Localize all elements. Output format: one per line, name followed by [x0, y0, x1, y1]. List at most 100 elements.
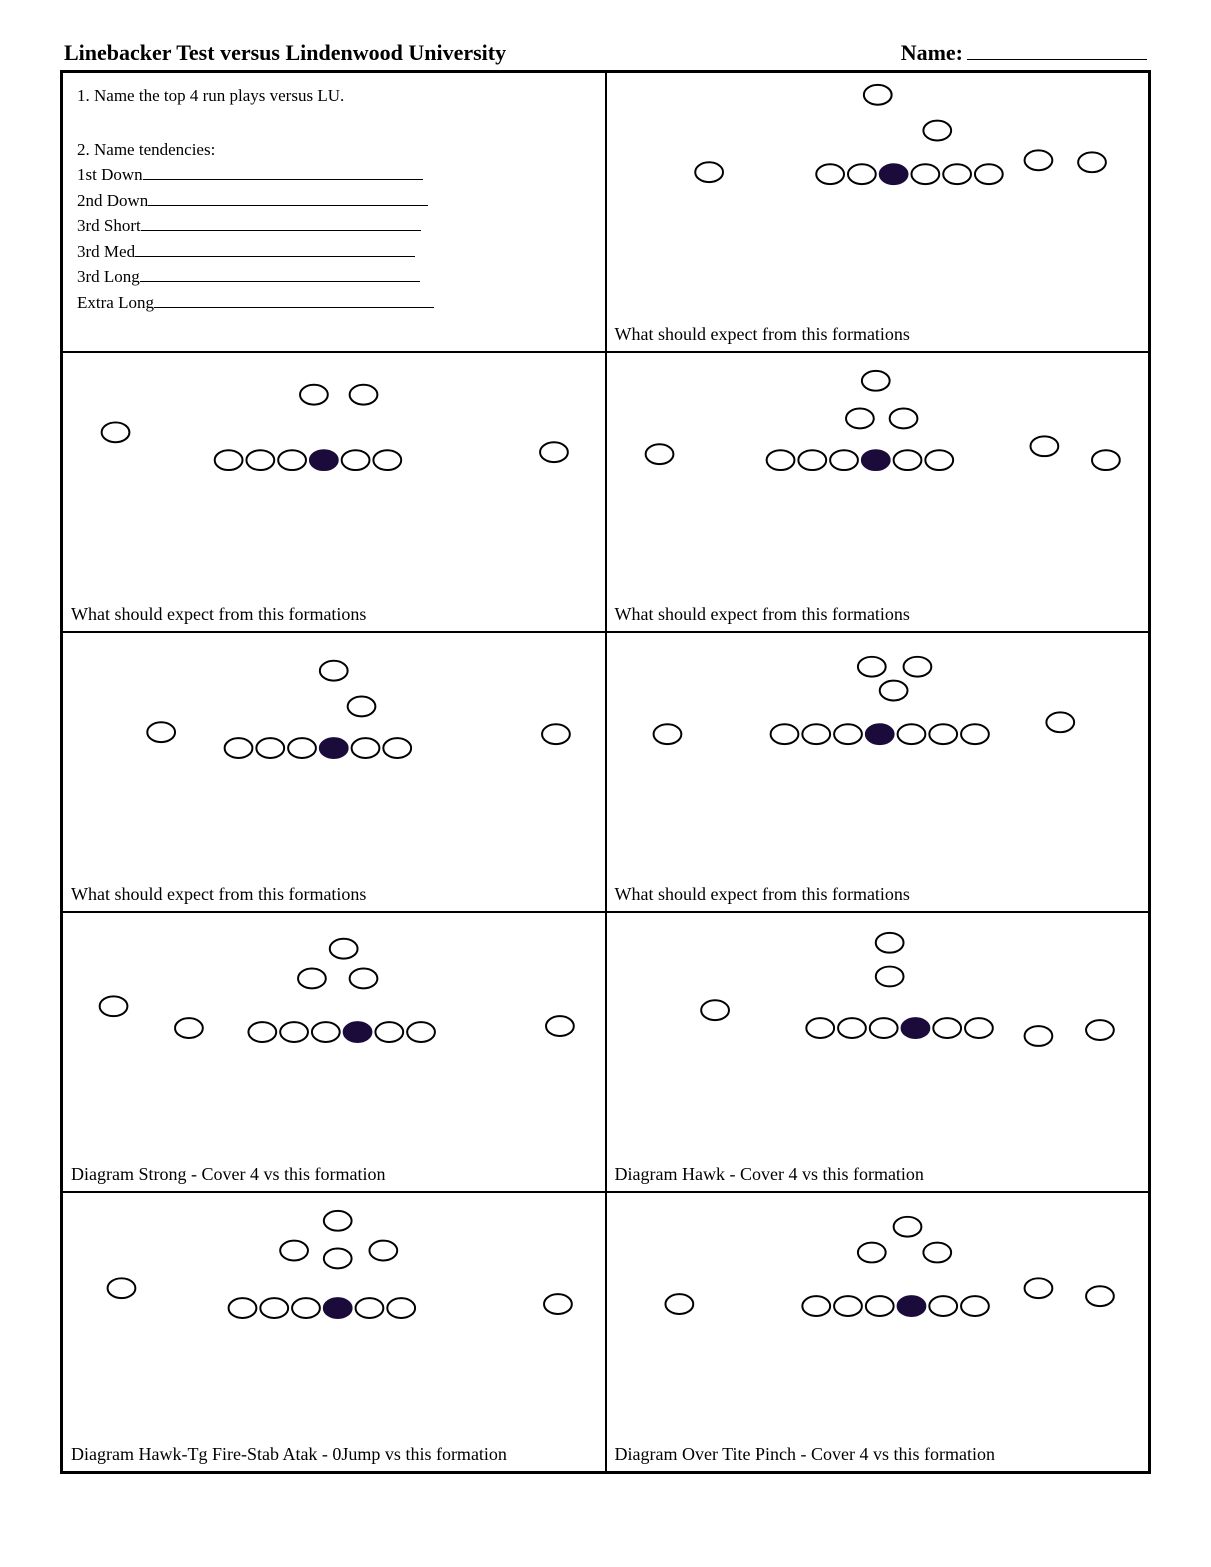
player-marker-icon: [865, 1296, 893, 1316]
player-marker-icon: [1046, 712, 1074, 732]
tendency-blank-line[interactable]: [141, 216, 421, 231]
grid-cell: 1. Name the top 4 run plays versus LU.2.…: [62, 72, 606, 352]
player-marker-icon: [847, 164, 875, 184]
formation-diagram: [63, 1193, 605, 1439]
player-marker-icon: [350, 385, 378, 405]
player-marker-icon: [342, 450, 370, 470]
center-marker-icon: [865, 724, 893, 744]
player-marker-icon: [1086, 1020, 1114, 1040]
grid-cell: What should expect from this formations: [606, 632, 1150, 912]
player-marker-icon: [373, 450, 401, 470]
formation-diagram: [63, 633, 605, 879]
tendency-label: 3rd Long: [77, 267, 140, 286]
center-marker-icon: [344, 1022, 372, 1042]
player-marker-icon: [875, 933, 903, 953]
player-marker-icon: [695, 162, 723, 182]
tendency-label: 3rd Med: [77, 242, 135, 261]
player-marker-icon: [701, 1000, 729, 1020]
player-marker-icon: [147, 722, 175, 742]
player-marker-icon: [175, 1018, 203, 1038]
name-label: Name:: [901, 40, 963, 65]
grid-cell: What should expect from this formations: [606, 352, 1150, 632]
player-marker-icon: [766, 450, 794, 470]
tendency-label: 3rd Short: [77, 216, 141, 235]
player-marker-icon: [875, 967, 903, 987]
player-marker-icon: [806, 1018, 834, 1038]
player-marker-icon: [292, 1298, 320, 1318]
player-marker-icon: [802, 724, 830, 744]
player-marker-icon: [348, 696, 376, 716]
grid-cell: What should expect from this formations: [606, 72, 1150, 352]
center-marker-icon: [901, 1018, 929, 1038]
center-marker-icon: [324, 1298, 352, 1318]
player-marker-icon: [653, 724, 681, 744]
player-marker-icon: [542, 724, 570, 744]
player-marker-icon: [300, 385, 328, 405]
player-marker-icon: [834, 1296, 862, 1316]
player-marker-icon: [798, 450, 826, 470]
player-marker-icon: [929, 1296, 957, 1316]
tendency-label: Extra Long: [77, 293, 154, 312]
player-marker-icon: [280, 1022, 308, 1042]
player-marker-icon: [260, 1298, 288, 1318]
tendency-row: 1st Down: [77, 162, 591, 188]
question-1: 1. Name the top 4 run plays versus LU.: [77, 83, 591, 109]
player-marker-icon: [102, 422, 130, 442]
center-marker-icon: [320, 738, 348, 758]
player-marker-icon: [665, 1294, 693, 1314]
tendency-blank-line[interactable]: [154, 292, 434, 307]
player-marker-icon: [846, 409, 874, 429]
name-field: Name:: [901, 40, 1147, 66]
player-marker-icon: [933, 1018, 961, 1038]
name-blank-line[interactable]: [967, 59, 1147, 60]
player-marker-icon: [893, 1217, 921, 1237]
player-marker-icon: [1024, 1026, 1052, 1046]
cell-caption: Diagram Strong - Cover 4 vs this formati…: [71, 1164, 385, 1185]
player-marker-icon: [889, 409, 917, 429]
tendency-row: 3rd Med: [77, 239, 591, 265]
player-marker-icon: [830, 450, 858, 470]
player-marker-icon: [893, 450, 921, 470]
player-marker-icon: [100, 996, 128, 1016]
grid-cell: Diagram Strong - Cover 4 vs this formati…: [62, 912, 606, 1192]
player-marker-icon: [834, 724, 862, 744]
formation-diagram: [63, 913, 605, 1159]
player-marker-icon: [925, 450, 953, 470]
player-marker-icon: [350, 969, 378, 989]
center-marker-icon: [861, 450, 889, 470]
grid-cell: Diagram Over Tite Pinch - Cover 4 vs thi…: [606, 1192, 1150, 1472]
tendency-blank-line[interactable]: [140, 267, 420, 282]
cell-caption: What should expect from this formations: [615, 604, 910, 625]
player-marker-icon: [863, 85, 891, 105]
worksheet-grid: 1. Name the top 4 run plays versus LU.2.…: [60, 70, 1151, 1474]
player-marker-icon: [1024, 150, 1052, 170]
player-marker-icon: [1092, 450, 1120, 470]
tendency-blank-line[interactable]: [143, 165, 423, 180]
questions-box: 1. Name the top 4 run plays versus LU.2.…: [63, 73, 605, 325]
tendency-blank-line[interactable]: [135, 241, 415, 256]
player-marker-icon: [923, 1243, 951, 1263]
tendency-blank-line[interactable]: [148, 190, 428, 205]
player-marker-icon: [324, 1211, 352, 1231]
player-marker-icon: [352, 738, 380, 758]
formation-diagram: [607, 73, 1149, 319]
formation-diagram: [607, 913, 1149, 1159]
player-marker-icon: [1086, 1286, 1114, 1306]
player-marker-icon: [857, 657, 885, 677]
player-marker-icon: [961, 1296, 989, 1316]
player-marker-icon: [312, 1022, 340, 1042]
player-marker-icon: [911, 164, 939, 184]
player-marker-icon: [540, 442, 568, 462]
player-marker-icon: [838, 1018, 866, 1038]
player-marker-icon: [407, 1022, 435, 1042]
cell-caption: Diagram Over Tite Pinch - Cover 4 vs thi…: [615, 1444, 995, 1465]
cell-caption: Diagram Hawk - Cover 4 vs this formation: [615, 1164, 924, 1185]
page-header: Linebacker Test versus Lindenwood Univer…: [60, 40, 1151, 66]
player-marker-icon: [961, 724, 989, 744]
player-marker-icon: [320, 661, 348, 681]
player-marker-icon: [943, 164, 971, 184]
grid-cell: Diagram Hawk-Tg Fire-Stab Atak - 0Jump v…: [62, 1192, 606, 1472]
player-marker-icon: [383, 738, 411, 758]
player-marker-icon: [108, 1278, 136, 1298]
center-marker-icon: [879, 164, 907, 184]
